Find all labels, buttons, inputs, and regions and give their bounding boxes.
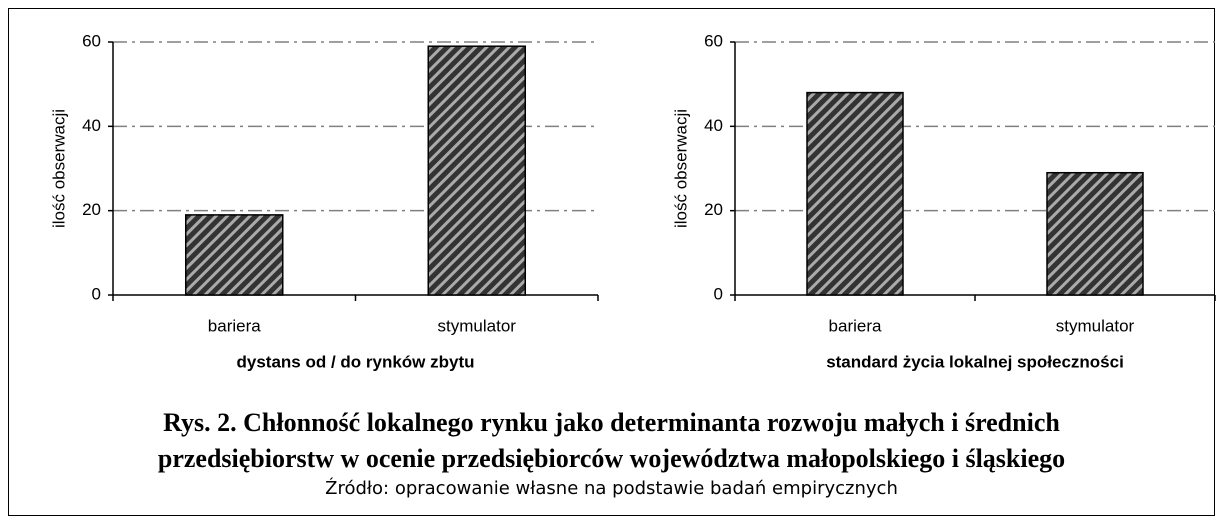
y-tick-label: 40 — [704, 116, 723, 135]
y-tick-label: 60 — [704, 31, 723, 50]
bar — [806, 91, 904, 296]
caption-line: Rys. 2. Chłonność lokalnego rynku jako d… — [163, 408, 1060, 437]
bar — [185, 214, 284, 296]
y-tick-label: 20 — [704, 200, 723, 219]
y-tick-label: 20 — [82, 200, 101, 219]
x-axis-label: standard życia lokalnej społeczności — [826, 352, 1124, 371]
y-axis-label: ilość obserwacji — [671, 109, 690, 228]
x-tick-label: stymulator — [1056, 316, 1135, 335]
y-tick-label: 40 — [82, 116, 101, 135]
bar — [427, 45, 526, 296]
x-axis-label: dystans od / do rynków zbytu — [236, 352, 474, 371]
y-tick-label: 0 — [92, 284, 101, 303]
y-axis-label: ilość obserwacji — [49, 109, 68, 228]
x-tick-label: bariera — [208, 316, 261, 335]
x-tick-label: bariera — [829, 316, 882, 335]
y-tick-label: 0 — [714, 284, 723, 303]
x-tick-label: stymulator — [438, 316, 517, 335]
charts: 0 20 40 60 ilość obserwacji dystans od / do r… — [49, 31, 1216, 371]
caption-line: przedsiębiorstw w ocenie przedsiębiorców… — [157, 444, 1066, 473]
caption-source: Źródło: opracowanie własne na podstawie … — [325, 478, 898, 499]
figure-frame — [8, 8, 1215, 516]
y-tick-label: 60 — [82, 31, 101, 50]
bar — [1046, 171, 1144, 296]
caption-title: Rys. 2. Chłonność lokalnego rynku jako d… — [8, 405, 1215, 477]
